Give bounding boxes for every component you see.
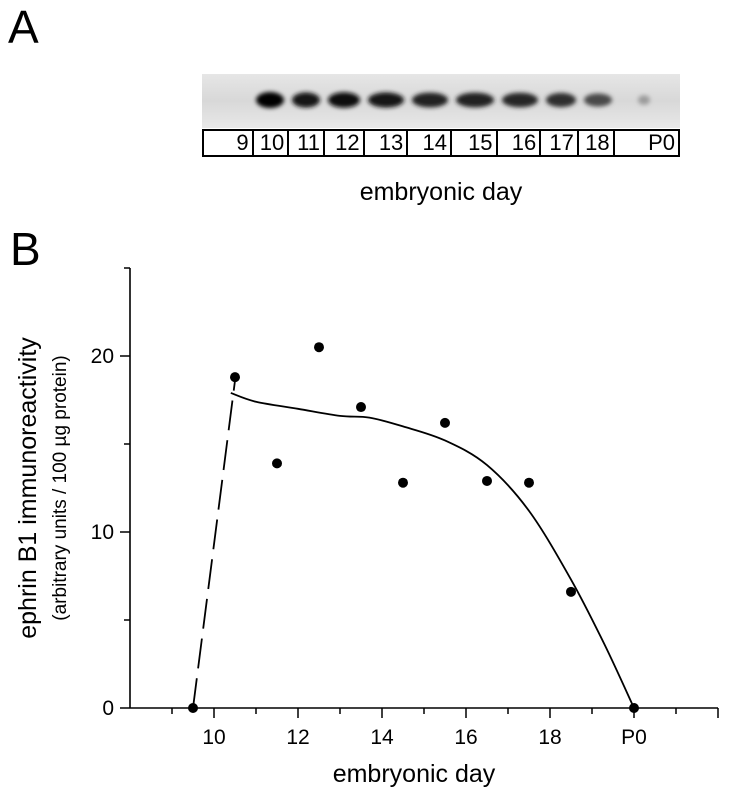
y-tick-label: 0 — [102, 697, 114, 720]
data-point — [314, 342, 324, 353]
x-tick-label: 12 — [286, 726, 309, 749]
x-tick-label: 14 — [370, 726, 394, 749]
x-tick-label: 10 — [202, 726, 225, 749]
data-point — [566, 586, 576, 597]
dashed-rise-line — [192, 380, 236, 709]
y-tick-label: 10 — [91, 521, 114, 544]
blot-band — [256, 92, 284, 108]
y-tick-label: 20 — [91, 345, 114, 368]
data-point — [524, 477, 534, 488]
lane-label: 18 — [579, 131, 615, 155]
panel-a-letter: A — [8, 1, 39, 53]
lane-label: 15 — [452, 131, 498, 155]
blot-band — [368, 92, 404, 108]
blot-band — [546, 92, 576, 108]
blot-band — [292, 92, 320, 108]
fit-curve — [230, 392, 635, 709]
data-point — [482, 475, 492, 486]
lane-label: 17 — [541, 131, 579, 155]
blot-band — [328, 92, 360, 108]
y-axis-label: ephrin B1 immunoreactivity — [14, 337, 42, 639]
y-axis-sublabel: (arbitrary units / 100 µg protein) — [50, 355, 71, 620]
x-tick-label: P0 — [621, 726, 647, 749]
data-point — [440, 417, 450, 428]
x-tick-label: 16 — [454, 726, 477, 749]
data-point — [398, 477, 408, 488]
blot-x-axis-label: embryonic day — [359, 178, 523, 206]
lane-label: 9 — [204, 131, 254, 155]
lane-label: 10 — [254, 131, 290, 155]
panel-b-letter: B — [10, 223, 41, 275]
data-point — [272, 458, 282, 469]
blot-band — [456, 92, 494, 108]
blot-band — [502, 92, 538, 108]
lane-label: 14 — [408, 131, 452, 155]
x-axis-label: embryonic day — [333, 760, 496, 788]
lane-label-strip: 9 10 11 12 13 14 15 16 17 18 P0 — [202, 129, 680, 157]
lane-label: 16 — [498, 131, 542, 155]
x-tick-label: 18 — [538, 726, 561, 749]
blot-band — [638, 95, 650, 105]
data-point — [188, 703, 198, 713]
data-point — [230, 372, 240, 383]
lane-label: 11 — [289, 131, 325, 155]
blot-band — [412, 92, 448, 108]
lane-label: 12 — [325, 131, 365, 155]
data-point — [629, 703, 639, 713]
data-point — [356, 402, 366, 413]
western-blot — [202, 74, 680, 128]
blot-band — [584, 93, 612, 107]
lane-label: P0 — [648, 130, 675, 155]
lane-label: 13 — [365, 131, 409, 155]
